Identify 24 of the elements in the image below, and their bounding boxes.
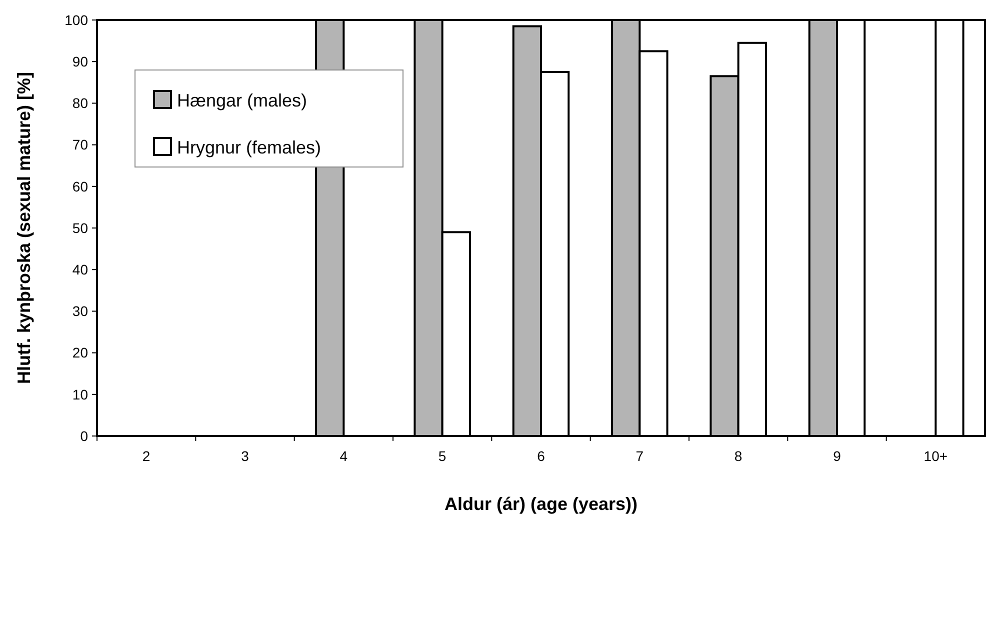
y-tick-label: 70 [72,136,88,153]
y-tick-label: 30 [72,303,88,320]
x-tick-label: 8 [734,448,742,464]
legend-label: Hængar (males) [177,90,308,110]
y-tick-label: 50 [72,220,88,236]
y-tick-label: 10 [72,386,88,402]
y-tick-label: 60 [72,178,88,194]
y-axis-title: Hlutf. kynþroska (sexual mature) [%] [14,72,34,384]
x-tick-label: 5 [438,448,446,464]
y-tick-label: 80 [72,95,88,112]
x-tick-label: 4 [340,448,348,464]
x-tick-label: 7 [636,448,644,464]
x-tick-label: 10+ [924,448,948,464]
y-tick-label: 100 [64,12,88,28]
y-tick-label: 40 [72,262,88,278]
y-tick-label: 20 [72,344,88,361]
y-tick-label: 0 [80,428,88,444]
y-tick-label: 90 [72,54,88,70]
legend-label: Hrygnur (females) [177,137,322,158]
x-tick-label: 3 [241,448,250,464]
x-tick-label: 6 [537,448,546,464]
x-axis-title: Aldur (ár) (age (years)) [444,494,638,514]
x-tick-label: 9 [833,448,842,464]
x-tick-label: 2 [142,448,150,464]
